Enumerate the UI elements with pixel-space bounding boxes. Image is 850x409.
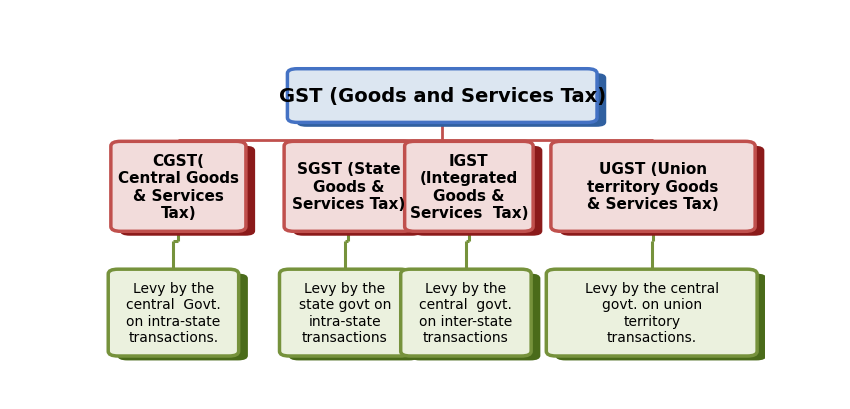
FancyBboxPatch shape [414,146,542,236]
FancyBboxPatch shape [289,274,419,361]
FancyBboxPatch shape [280,270,410,356]
Text: SGST (State
Goods &
Services Tax): SGST (State Goods & Services Tax) [292,162,405,212]
Text: Levy by the central
govt. on union
territory
transactions.: Levy by the central govt. on union terri… [585,282,719,344]
FancyBboxPatch shape [551,142,755,232]
Text: Levy by the
state govt on
intra-state
transactions: Levy by the state govt on intra-state tr… [298,282,391,344]
FancyBboxPatch shape [405,142,533,232]
FancyBboxPatch shape [297,74,606,128]
FancyBboxPatch shape [410,274,541,361]
FancyBboxPatch shape [110,142,246,232]
FancyBboxPatch shape [287,70,597,123]
Text: UGST (Union
territory Goods
& Services Tax): UGST (Union territory Goods & Services T… [587,162,719,212]
FancyBboxPatch shape [120,146,255,236]
FancyBboxPatch shape [108,270,239,356]
Text: GST (Goods and Services Tax): GST (Goods and Services Tax) [279,87,606,106]
Text: CGST(
Central Goods
& Services
Tax): CGST( Central Goods & Services Tax) [118,153,239,220]
FancyBboxPatch shape [400,270,531,356]
Text: Levy by the
central  govt.
on inter-state
transactions: Levy by the central govt. on inter-state… [419,282,513,344]
FancyBboxPatch shape [284,142,412,232]
FancyBboxPatch shape [547,270,757,356]
FancyBboxPatch shape [560,146,764,236]
Text: IGST
(Integrated
Goods &
Services  Tax): IGST (Integrated Goods & Services Tax) [410,153,528,220]
FancyBboxPatch shape [556,274,767,361]
FancyBboxPatch shape [117,274,248,361]
Text: Levy by the
central  Govt.
on intra-state
transactions.: Levy by the central Govt. on intra-state… [126,282,221,344]
FancyBboxPatch shape [293,146,422,236]
